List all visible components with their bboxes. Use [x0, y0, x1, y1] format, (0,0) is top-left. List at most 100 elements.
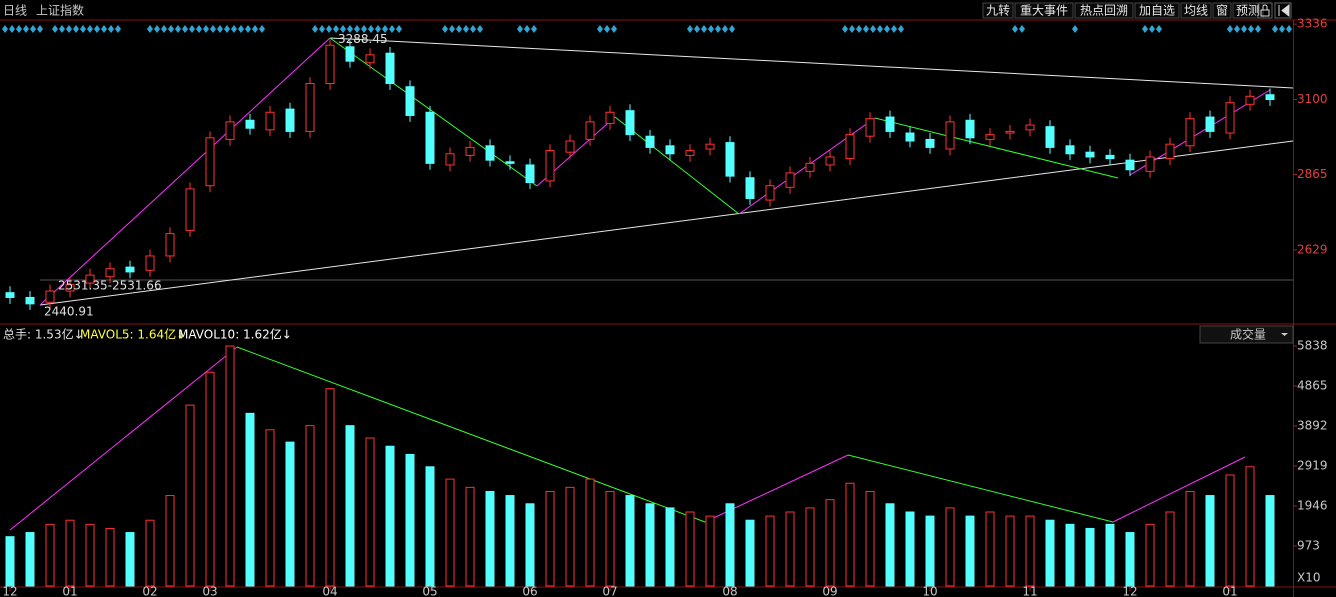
- signal-marker: [842, 25, 848, 33]
- volume-bar: [765, 515, 775, 587]
- signal-marker: [449, 25, 455, 33]
- x-tick-label: 01: [62, 585, 77, 597]
- candle-body: [745, 177, 755, 199]
- signal-marker: [52, 25, 58, 33]
- signal-marker: [340, 25, 346, 33]
- toolbar-button[interactable]: [982, 2, 1014, 19]
- volume-bar: [665, 507, 675, 587]
- signal-marker: [59, 25, 65, 33]
- signal-marker: [115, 25, 121, 33]
- candle-body: [805, 162, 815, 172]
- signal-marker: [245, 25, 251, 33]
- volume-bar: [405, 453, 415, 587]
- toolbar-button[interactable]: [1180, 2, 1212, 19]
- volume-bar: [625, 495, 635, 587]
- candle-body: [665, 145, 675, 155]
- mavol5-legend: MAVOL5: 1.64亿↓: [80, 327, 186, 342]
- volume-bar: [125, 532, 135, 587]
- volume-bar: [305, 425, 315, 587]
- signal-marker: [1272, 25, 1278, 33]
- signal-marker: [9, 25, 15, 33]
- volume-bar: [825, 499, 835, 587]
- signal-marker: [531, 25, 537, 33]
- volume-bar: [325, 388, 335, 587]
- candle-body: [465, 146, 475, 156]
- signal-marker: [23, 25, 29, 33]
- toolbar-button[interactable]: [1074, 2, 1134, 19]
- x-tick-label: 08: [722, 585, 737, 597]
- candle-body: [905, 132, 915, 142]
- candle-body: [1205, 116, 1215, 132]
- volume-bar: [85, 523, 95, 587]
- candle-body: [625, 110, 635, 136]
- candle-body: [1125, 159, 1135, 171]
- candle-body: [1105, 154, 1115, 160]
- toolbar-button[interactable]: [1212, 2, 1232, 19]
- candle-body: [1245, 95, 1255, 105]
- peak-label: 3288.45: [338, 32, 388, 46]
- volume-bar: [105, 527, 115, 587]
- candle-body: [1265, 94, 1275, 101]
- signal-marker: [863, 25, 869, 33]
- toolbar-button[interactable]: [1014, 2, 1074, 19]
- signal-marker: [73, 25, 79, 33]
- candle-body: [165, 233, 175, 257]
- x-tick-label: 05: [422, 585, 437, 597]
- down-wave: [874, 117, 1119, 179]
- y-tick-label: 4865: [1297, 379, 1328, 393]
- signal-marker: [189, 25, 195, 33]
- signal-marker: [1255, 25, 1261, 33]
- mavol10-legend: MAVOL10: 1.62亿↓: [178, 327, 292, 342]
- candle-body: [945, 121, 955, 150]
- candle-body: [445, 153, 455, 166]
- volume-bar: [265, 429, 275, 587]
- symbol-label: 上证指数: [36, 3, 84, 18]
- x-tick-label: 12: [1122, 585, 1137, 597]
- candle-body: [225, 121, 235, 140]
- volume-bar: [65, 519, 75, 587]
- candle-body: [285, 108, 295, 132]
- candle-body: [45, 290, 55, 303]
- volume-bar: [1265, 495, 1275, 587]
- signal-marker: [729, 25, 735, 33]
- period-label: 日线: [3, 4, 27, 18]
- trend-line: [329, 37, 1294, 89]
- signal-marker: [1156, 25, 1162, 33]
- signal-marker: [203, 25, 209, 33]
- signal-marker: [1227, 25, 1233, 33]
- signal-marker: [1279, 25, 1285, 33]
- volume-bar: [165, 495, 175, 587]
- signal-marker: [217, 25, 223, 33]
- candle-body: [65, 284, 75, 292]
- signal-marker: [210, 25, 216, 33]
- indicator-select[interactable]: [1199, 325, 1294, 344]
- volume-bar: [1105, 523, 1115, 587]
- x-tick-label: 07: [602, 585, 617, 597]
- toolbar-button-label: 九转: [986, 3, 1010, 18]
- volume-bar: [345, 425, 355, 587]
- back-button[interactable]: [1274, 2, 1292, 19]
- level-label: 2531.35-2531.66: [58, 279, 162, 293]
- signal-marker: [347, 25, 353, 33]
- candle-body: [125, 266, 135, 273]
- volume-bar: [1225, 474, 1235, 587]
- signal-marker: [175, 25, 181, 33]
- volume-bar: [1005, 515, 1015, 587]
- signal-marker: [687, 25, 693, 33]
- y-tick-label: 5838: [1297, 339, 1328, 353]
- lock-button[interactable]: [1257, 2, 1273, 19]
- toolbar-button-label: 重大事件: [1020, 4, 1068, 18]
- candle-body: [785, 172, 795, 188]
- signal-marker: [361, 25, 367, 33]
- volume-bar: [1145, 523, 1155, 587]
- unit-label: X10: [1297, 571, 1321, 585]
- signal-marker: [470, 25, 476, 33]
- signal-marker: [147, 25, 153, 33]
- signal-marker: [319, 25, 325, 33]
- x-tick-label: 03: [202, 585, 217, 597]
- y-tick-label: 2865: [1297, 167, 1328, 181]
- trend-line: [39, 140, 1294, 306]
- toolbar-button[interactable]: [1134, 2, 1180, 19]
- volume-bar: [845, 482, 855, 587]
- x-tick-label: 12: [2, 585, 17, 597]
